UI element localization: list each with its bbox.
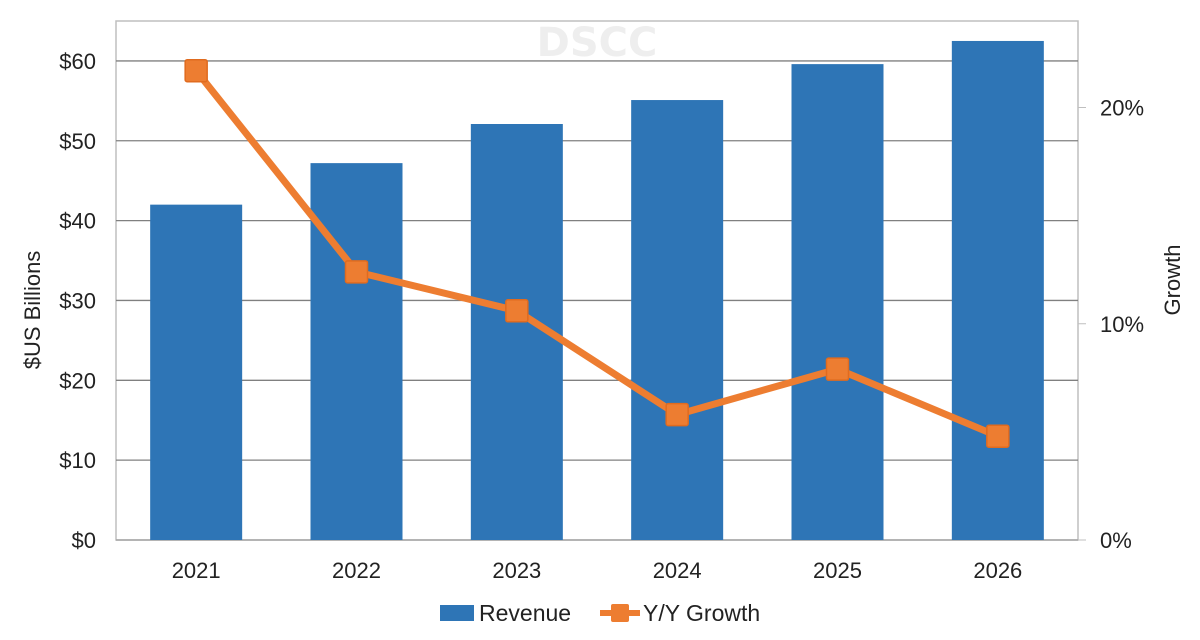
x-axis-ticks: 2021 2022 2023 2024 2025 2026 — [172, 558, 1023, 583]
growth-marker-2021 — [184, 58, 208, 83]
y-tick-label: $0 — [72, 528, 96, 553]
y2-tick-label: 0% — [1100, 528, 1132, 553]
growth-marker-2024 — [665, 402, 689, 427]
bar-2024 — [631, 100, 724, 540]
x-tick-label: 2025 — [813, 558, 862, 583]
growth-marker-2022 — [344, 260, 369, 284]
bar-2021 — [150, 204, 243, 540]
y-tick-label: $60 — [59, 49, 96, 74]
legend: Revenue Y/Y Growth — [440, 600, 760, 626]
y2-axis-title: Growth — [1160, 245, 1185, 316]
y-tick-label: $30 — [59, 288, 96, 313]
y2-tick-label: 10% — [1100, 312, 1144, 337]
x-tick-label: 2026 — [973, 558, 1022, 583]
growth-marker-2025 — [825, 357, 850, 381]
y-tick-label: $20 — [59, 368, 96, 393]
bar-2025 — [791, 64, 884, 541]
right-axis-ticks: 0% 10% 20% — [1078, 96, 1144, 553]
line-series — [184, 58, 1010, 448]
growth-marker-2023 — [505, 299, 529, 323]
x-tick-label: 2024 — [653, 558, 702, 583]
growth-marker-2026 — [986, 424, 1010, 448]
y-tick-label: $10 — [59, 448, 96, 473]
x-tick-label: 2022 — [332, 558, 381, 583]
legend-label-growth: Y/Y Growth — [643, 600, 760, 626]
legend-marker-growth — [611, 604, 629, 622]
gridlines — [115, 20, 1079, 541]
plot-area-border — [115, 20, 1079, 541]
legend-label-revenue: Revenue — [479, 600, 571, 626]
y-tick-label: $40 — [59, 209, 96, 234]
growth-line — [193, 68, 1000, 440]
legend-swatch-revenue — [440, 605, 474, 621]
y-tick-label: $50 — [59, 129, 96, 154]
y2-tick-label: 20% — [1100, 96, 1144, 121]
bar-2022 — [310, 163, 403, 540]
watermark: DSCC — [537, 20, 658, 66]
x-tick-label: 2023 — [492, 558, 541, 583]
y-axis-title: $US Billions — [20, 251, 45, 370]
x-tick-label: 2021 — [172, 558, 221, 583]
left-axis-ticks: $0 $10 $20 $30 $40 $50 $60 — [59, 49, 96, 553]
bar-series — [150, 40, 1044, 541]
bar-2026 — [951, 40, 1044, 540]
